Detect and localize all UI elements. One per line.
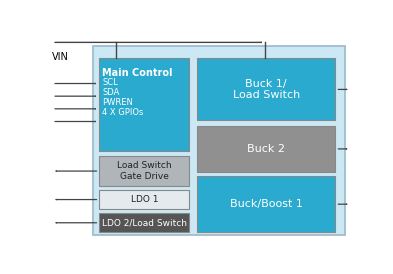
Bar — [197, 58, 335, 121]
Text: 4 X GPIOs: 4 X GPIOs — [103, 108, 144, 117]
Text: PWREN: PWREN — [103, 98, 133, 107]
Text: SDA: SDA — [103, 88, 120, 97]
Text: Load Switch
Gate Drive: Load Switch Gate Drive — [117, 161, 172, 181]
Text: SCL: SCL — [103, 78, 118, 87]
Text: VIN: VIN — [52, 52, 69, 62]
Text: LDO 2/Load Switch: LDO 2/Load Switch — [102, 218, 187, 227]
Text: Buck/Boost 1: Buck/Boost 1 — [230, 199, 303, 209]
Bar — [93, 45, 345, 235]
Bar — [99, 156, 189, 186]
Text: Buck 1/
Load Switch: Buck 1/ Load Switch — [233, 79, 300, 100]
Text: Main Control: Main Control — [103, 68, 173, 78]
Bar — [197, 126, 335, 172]
Bar — [99, 213, 189, 232]
Bar — [99, 190, 189, 209]
Bar — [197, 176, 335, 232]
Bar — [99, 58, 189, 151]
Text: Buck 2: Buck 2 — [247, 144, 285, 154]
Text: LDO 1: LDO 1 — [130, 195, 158, 204]
